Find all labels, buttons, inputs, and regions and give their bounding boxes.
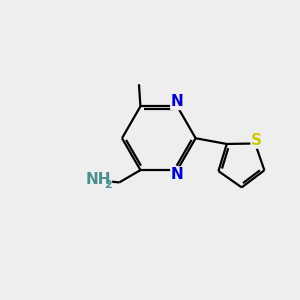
Text: 2: 2 [104,179,112,190]
Text: N: N [171,94,184,110]
Text: S: S [251,133,262,148]
Text: N: N [171,167,184,182]
Text: NH: NH [86,172,111,187]
